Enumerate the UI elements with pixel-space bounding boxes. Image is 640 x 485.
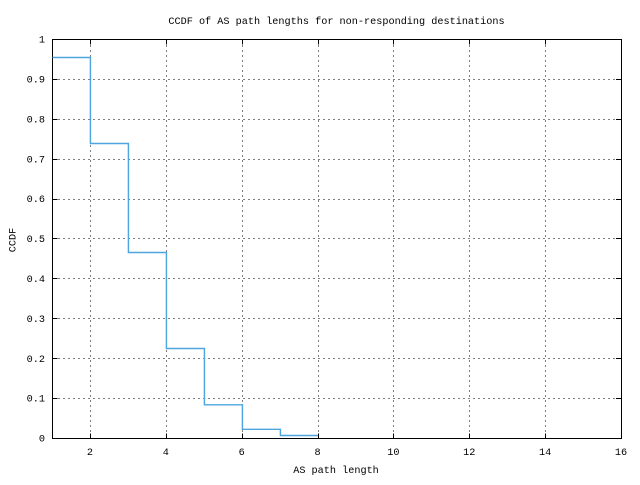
svg-text:0: 0: [39, 435, 45, 446]
svg-text:2: 2: [87, 448, 93, 459]
svg-text:0.8: 0.8: [27, 115, 45, 126]
svg-text:8: 8: [314, 448, 320, 459]
svg-text:1: 1: [39, 36, 45, 47]
svg-text:CCDF of AS path lengths for no: CCDF of AS path lengths for non-respondi…: [168, 16, 504, 28]
svg-text:0.1: 0.1: [27, 395, 45, 406]
svg-text:0.5: 0.5: [27, 235, 45, 246]
svg-text:12: 12: [463, 448, 475, 459]
svg-text:0.6: 0.6: [27, 195, 45, 206]
svg-text:4: 4: [163, 448, 169, 459]
svg-text:6: 6: [239, 448, 245, 459]
svg-text:AS path length: AS path length: [293, 465, 379, 477]
svg-text:0.9: 0.9: [27, 76, 45, 87]
svg-text:0.2: 0.2: [27, 355, 45, 366]
svg-text:0.4: 0.4: [27, 275, 45, 286]
svg-text:10: 10: [387, 448, 399, 459]
svg-text:0.7: 0.7: [27, 155, 45, 166]
svg-text:0.3: 0.3: [27, 315, 45, 326]
svg-text:16: 16: [615, 448, 627, 459]
svg-text:CCDF: CCDF: [9, 228, 20, 252]
svg-text:14: 14: [539, 448, 551, 459]
